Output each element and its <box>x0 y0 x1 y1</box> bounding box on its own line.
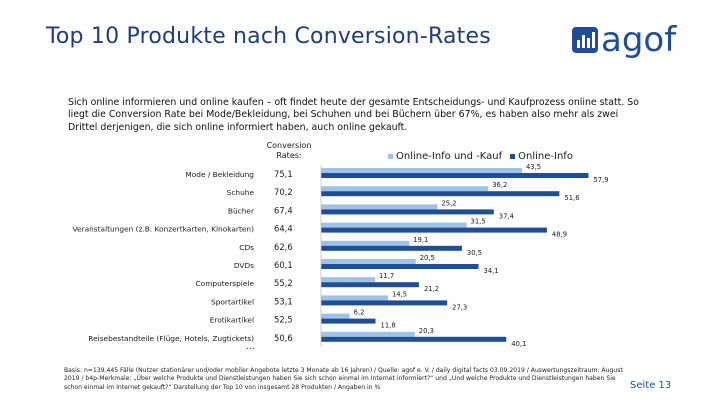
conversion-rate-value: 52,5 <box>274 315 293 325</box>
bar-online-info <box>321 173 589 178</box>
conversion-rate-value: 55,2 <box>274 278 293 288</box>
agof-logo: agof <box>572 20 676 60</box>
conversion-rate-value: 60,1 <box>274 260 293 270</box>
data-label: 36,2 <box>492 181 507 189</box>
bar-online-info <box>321 227 547 233</box>
bar-online-info-kauf <box>321 277 376 283</box>
bar-chart-icon <box>572 27 598 53</box>
category-label: DVDs <box>234 261 254 270</box>
footer-source-note: Basis: n=139.445 Fälle (Nutzer stationär… <box>64 367 623 391</box>
bar-online-info <box>321 264 479 269</box>
conversion-rate-value: 50,6 <box>274 333 293 343</box>
ellipsis: ... <box>246 342 255 352</box>
page-number: Seite 13 <box>630 380 672 391</box>
bar-online-info <box>321 318 376 324</box>
data-label: 19,1 <box>413 236 428 244</box>
conversion-rates-header: Conversion Rates: <box>266 141 312 160</box>
conversion-rate-value: 62,6 <box>274 242 293 252</box>
bar-online-info <box>321 282 419 288</box>
category-label: Computerspiele <box>196 279 255 288</box>
data-label: 31,5 <box>471 218 486 226</box>
category-label: Sportartikel <box>211 297 254 306</box>
bar-online-info <box>321 300 448 306</box>
bar-online-info-kauf <box>321 240 410 246</box>
page-title: Top 10 Produkte nach Conversion-Rates <box>46 24 491 49</box>
data-label: 57,9 <box>593 176 608 184</box>
conversion-rate-value: 64,4 <box>274 224 293 234</box>
bar-online-info-kauf <box>321 222 467 228</box>
data-label: 30,5 <box>467 249 482 257</box>
conversion-rate-value: 75,1 <box>274 169 293 179</box>
data-label: 27,3 <box>452 303 467 311</box>
data-label: 20,5 <box>420 254 435 262</box>
bar-online-info-kauf <box>321 331 415 337</box>
legend-swatch-light <box>388 154 393 159</box>
legend-label: Online-Info <box>518 151 573 162</box>
legend-swatch-dark <box>510 154 516 159</box>
chart-legend: Online-Info und -Kauf Online-Info <box>388 151 581 162</box>
legend-item-online-info: Online-Info <box>510 151 573 162</box>
data-label: 11,8 <box>381 322 396 330</box>
bar-online-info-kauf <box>321 168 522 173</box>
data-label: 20,3 <box>419 327 434 335</box>
conversion-rate-value: 67,4 <box>274 205 293 215</box>
bar-online-info-kauf <box>321 259 416 264</box>
data-label: 34,1 <box>484 267 499 275</box>
data-label: 40,1 <box>511 340 526 348</box>
bar-online-info <box>321 245 462 251</box>
category-label: CDs <box>239 243 254 252</box>
category-label: Veranstaltungen (z.B. Konzertkarten, Kin… <box>73 225 255 234</box>
category-label: Erotikartikel <box>210 316 254 325</box>
category-label: Mode / Bekleidung <box>185 170 254 179</box>
conversion-rate-value: 70,2 <box>274 187 293 197</box>
category-label: Bücher <box>228 206 255 215</box>
category-label: Reisebestandteile (Flüge, Hotels, Zugtic… <box>88 334 254 343</box>
data-label: 43,5 <box>526 163 541 171</box>
bar-online-info <box>321 209 494 215</box>
legend-label: Online-Info und -Kauf <box>396 151 503 162</box>
bar-online-info-kauf <box>321 313 350 319</box>
intro-text: Sich online informieren und online kaufe… <box>68 97 639 133</box>
category-label: Schuhe <box>227 188 255 197</box>
bar-online-info-kauf <box>321 186 489 192</box>
data-label: 21,2 <box>424 285 439 293</box>
bar-online-info <box>321 336 507 342</box>
data-label: 37,4 <box>499 212 514 220</box>
logo-text: agof <box>601 20 677 60</box>
bar-online-info <box>321 191 560 197</box>
data-label: 25,2 <box>441 199 456 207</box>
bar-online-info-kauf <box>321 295 388 301</box>
data-label: 51,6 <box>564 194 579 202</box>
data-label: 48,9 <box>552 231 567 239</box>
data-label: 11,7 <box>379 272 394 280</box>
legend-item-online-info-kauf: Online-Info und -Kauf <box>388 151 502 162</box>
data-label: 6,2 <box>354 309 365 317</box>
data-label: 14,5 <box>392 290 407 298</box>
conversion-rate-value: 53,1 <box>274 296 293 306</box>
bar-online-info-kauf <box>321 204 438 210</box>
